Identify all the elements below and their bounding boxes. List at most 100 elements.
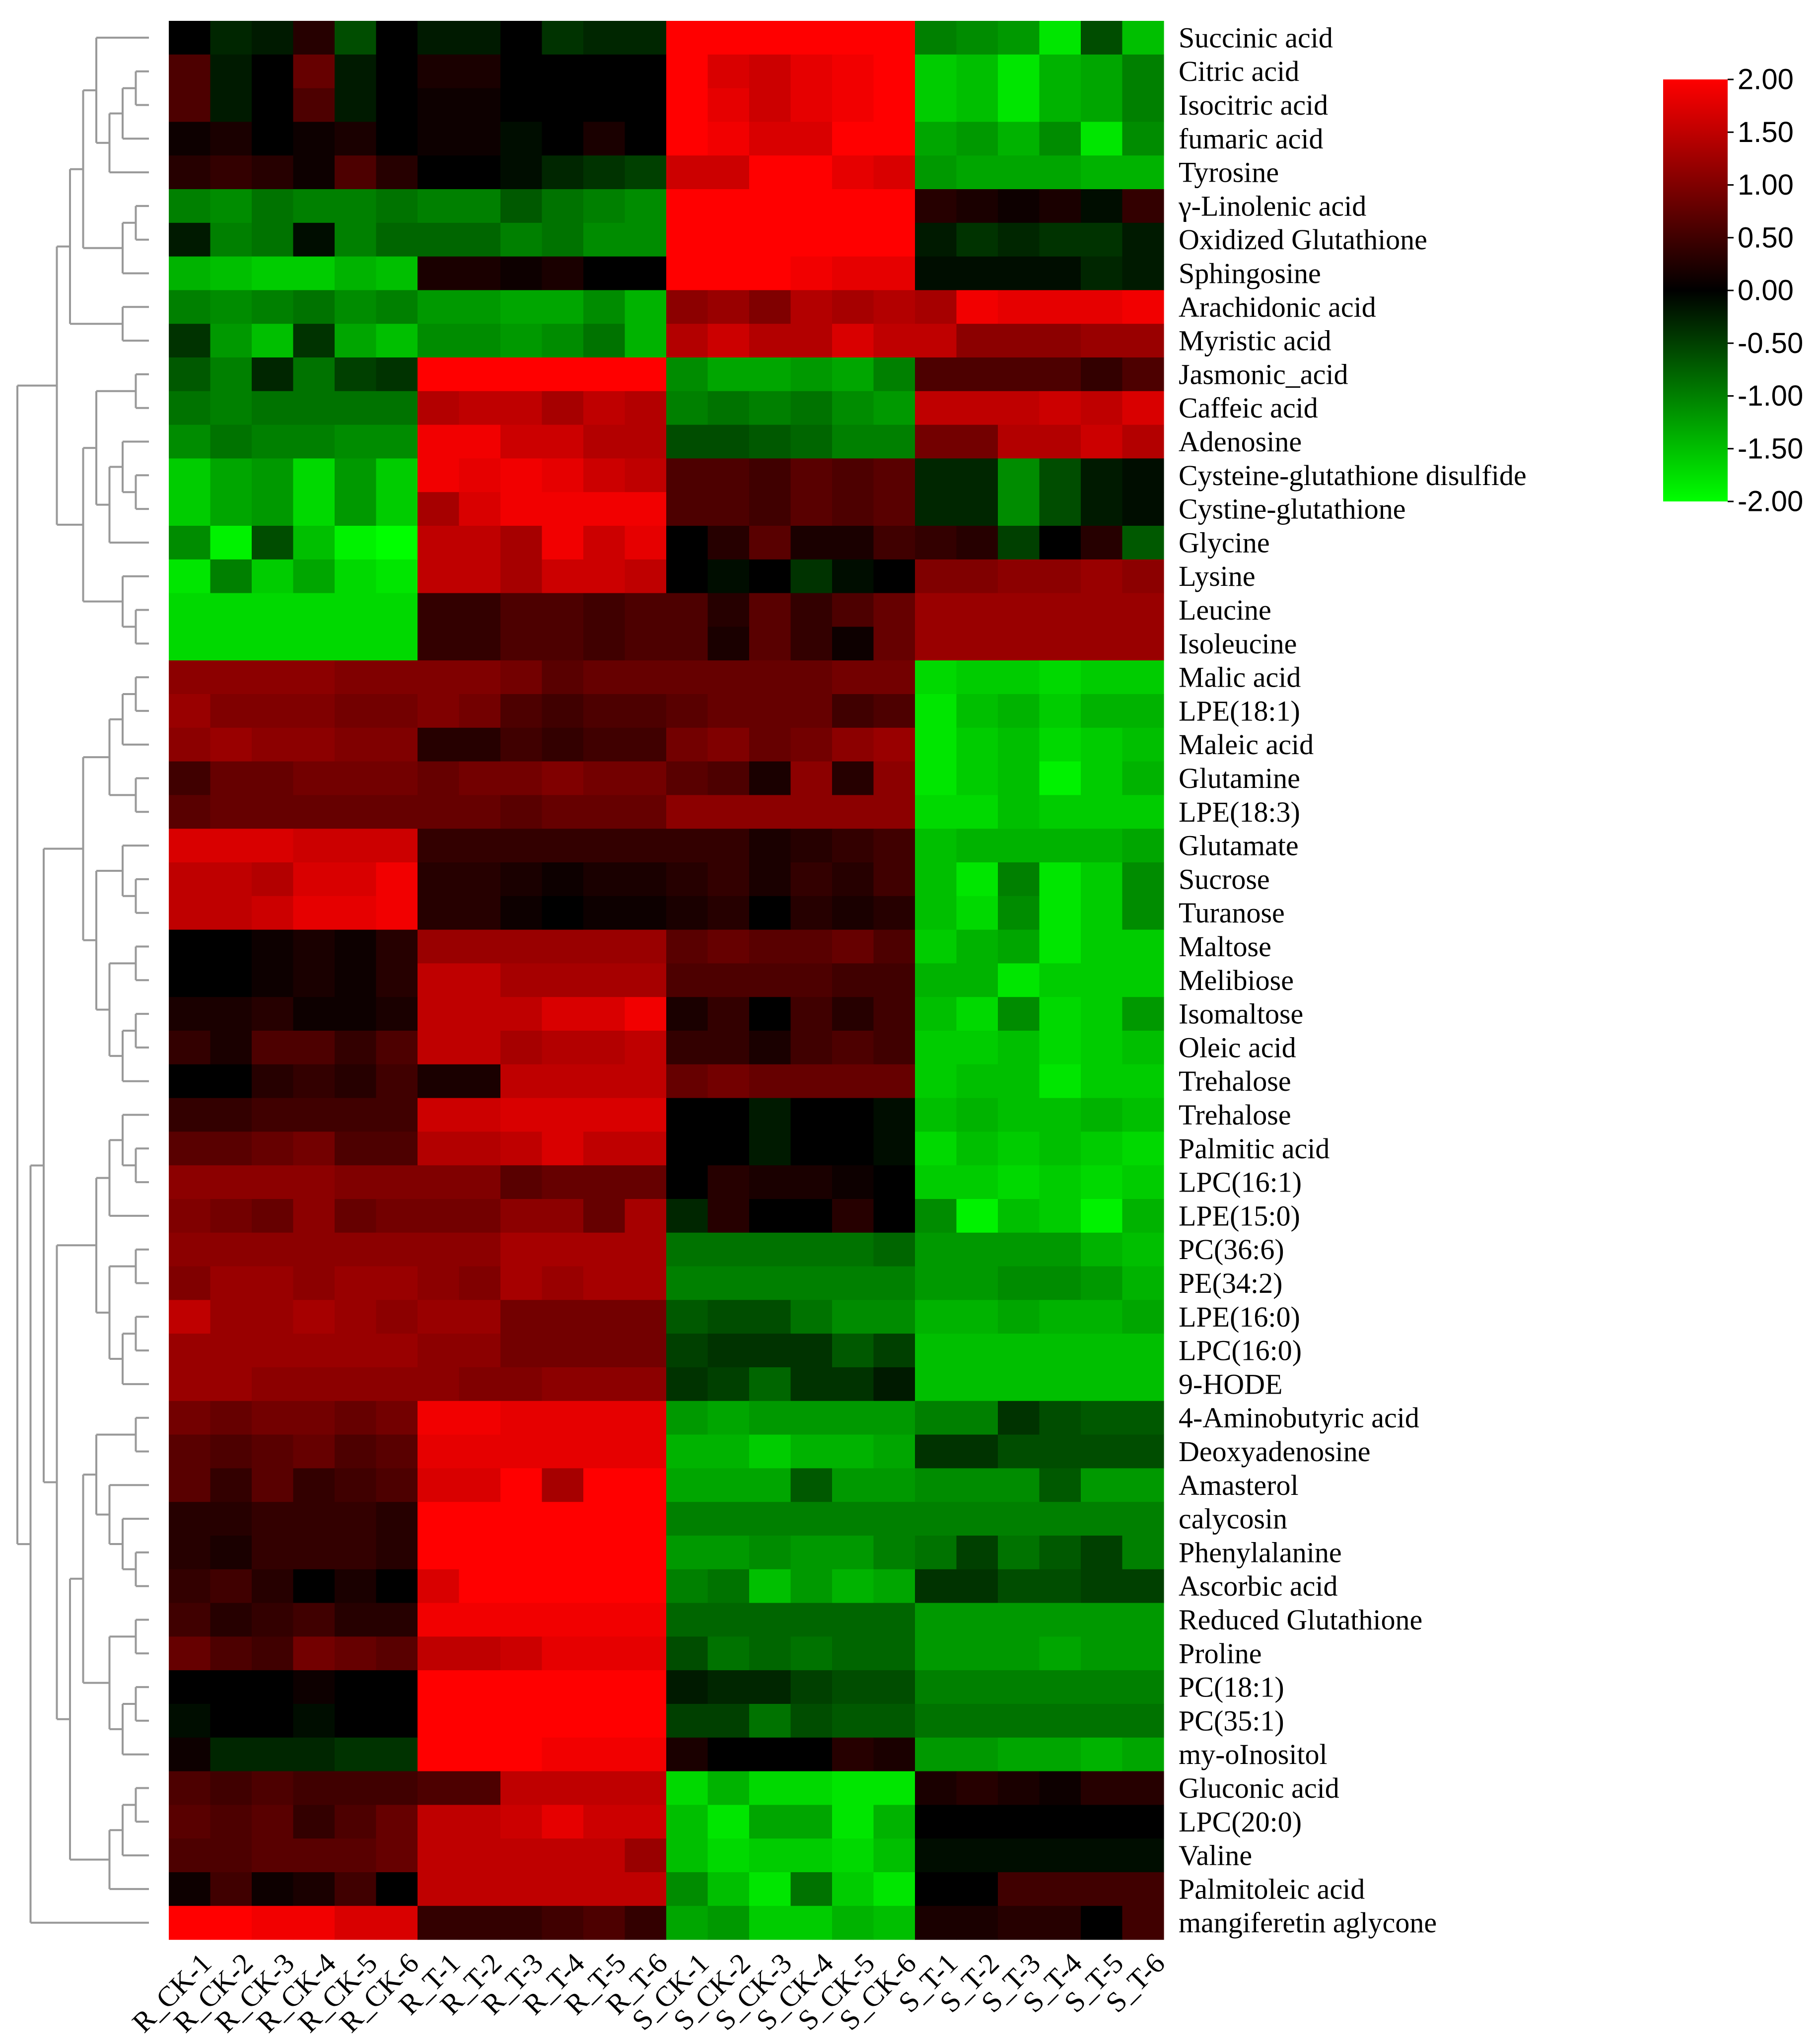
heatmap-cell [169,88,211,122]
row-dendrogram [16,36,149,1924]
heatmap-cell [915,929,957,964]
heatmap-cell [956,896,998,930]
heatmap-cell [542,88,584,122]
heatmap-cell [998,1603,1040,1637]
heatmap-cell [915,660,957,695]
heatmap-cell [583,1603,626,1637]
heatmap-cell [790,896,833,930]
heatmap-cell [1039,391,1081,425]
heatmap-cell [1081,324,1123,358]
heatmap-cell [542,1199,584,1233]
heatmap-cell [1122,862,1164,897]
heatmap-cell [376,627,418,661]
heatmap-cell [790,1434,833,1469]
heatmap-cell [583,391,626,425]
heatmap-cell [1081,1771,1123,1805]
heatmap-cell [956,1771,998,1805]
heatmap-cell [459,1636,501,1671]
heatmap-cell [542,1771,584,1805]
heatmap-cell [293,795,335,829]
heatmap-cell [832,1603,874,1637]
heatmap-cell [873,290,915,324]
heatmap-cell [542,189,584,223]
heatmap-cell [998,391,1040,425]
heatmap-cell [583,1300,626,1334]
heatmap-cell [666,1300,708,1334]
heatmap-cell [915,1502,957,1536]
heatmap-cell [210,694,252,728]
heatmap-cell [666,526,708,560]
heatmap-cell [459,627,501,661]
heatmap-cell [749,795,791,829]
heatmap-cell [293,1266,335,1300]
heatmap-cell [169,795,211,829]
heatmap-cell [625,1098,667,1132]
heatmap-cell [749,1636,791,1671]
heatmap-cell [707,1704,750,1738]
heatmap-cell [169,1838,211,1873]
heatmap-cell [998,458,1040,493]
heatmap-cell [1039,1603,1081,1637]
heatmap-cell [873,1603,915,1637]
heatmap-cell [293,1536,335,1570]
heatmap-cell [210,1737,252,1772]
heatmap-cell [832,963,874,997]
heatmap-cell [790,1199,833,1233]
heatmap-cell [335,88,377,122]
heatmap-cell [1122,1737,1164,1772]
heatmap-cell [915,526,957,560]
heatmap-cell [790,593,833,627]
heatmap-cell [915,1805,957,1839]
heatmap-cell [625,1165,667,1199]
row-label: Oxidized Glutathione [1179,223,1427,256]
heatmap-cell [210,963,252,997]
heatmap-cell [1039,862,1081,897]
heatmap-cell [625,1266,667,1300]
heatmap-cell [459,1367,501,1402]
heatmap-cell [293,1131,335,1166]
heatmap-cell [169,1064,211,1099]
heatmap-cell [625,1064,667,1099]
heatmap-cell [1122,1905,1164,1940]
heatmap-cell [666,1603,708,1637]
heatmap-cell [169,559,211,594]
heatmap-cell [1122,929,1164,964]
heatmap-cell [500,1468,543,1502]
heatmap-cell [666,1064,708,1099]
heatmap-cell [707,54,750,89]
heatmap-cell [1081,727,1123,762]
heatmap-cell [500,1064,543,1099]
heatmap-cell [749,829,791,863]
heatmap-cell [1039,761,1081,795]
heatmap-cell [707,424,750,459]
heatmap-cell [749,1064,791,1099]
heatmap-cell [749,1199,791,1233]
row-label: calycosin [1179,1503,1287,1535]
heatmap-cell [583,357,626,392]
heatmap-cell [998,1031,1040,1065]
heatmap-cell [749,458,791,493]
heatmap-cell [376,727,418,762]
heatmap-cell [252,1468,294,1502]
heatmap-cell [459,88,501,122]
heatmap-cell [832,694,874,728]
heatmap-cell [252,593,294,627]
heatmap-cell [293,1300,335,1334]
heatmap-cell [998,1468,1040,1502]
heatmap-cell [873,526,915,560]
heatmap-cell [832,21,874,55]
heatmap-cell [956,1434,998,1469]
heatmap-cell [542,559,584,594]
heatmap-cell [749,1838,791,1873]
heatmap-cell [1122,1401,1164,1435]
heatmap-cell [293,88,335,122]
heatmap-cell [832,155,874,190]
heatmap-cell [1039,357,1081,392]
heatmap-cell [542,1670,584,1704]
heatmap-cell [500,1536,543,1570]
heatmap-cell [542,727,584,762]
row-label: Sphingosine [1179,257,1321,289]
heatmap-cell [749,1300,791,1334]
heatmap-cell [542,1905,584,1940]
heatmap-cell [1039,222,1081,257]
